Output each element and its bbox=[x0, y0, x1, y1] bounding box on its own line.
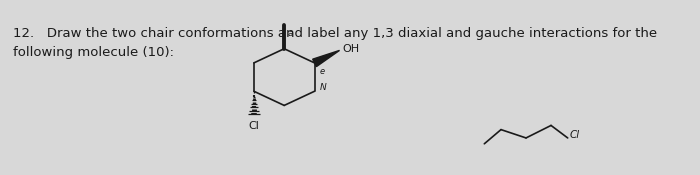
Text: e: e bbox=[319, 67, 325, 76]
Text: a: a bbox=[288, 29, 293, 38]
Text: OH: OH bbox=[342, 44, 359, 54]
Text: following molecule (10):: following molecule (10): bbox=[13, 46, 174, 59]
Text: Cl: Cl bbox=[569, 130, 580, 141]
Text: N: N bbox=[319, 83, 326, 92]
Text: Cl: Cl bbox=[248, 121, 259, 131]
Text: 12.   Draw the two chair conformations and label any 1,3 diaxial and gauche inte: 12. Draw the two chair conformations and… bbox=[13, 27, 657, 40]
Polygon shape bbox=[313, 50, 340, 67]
